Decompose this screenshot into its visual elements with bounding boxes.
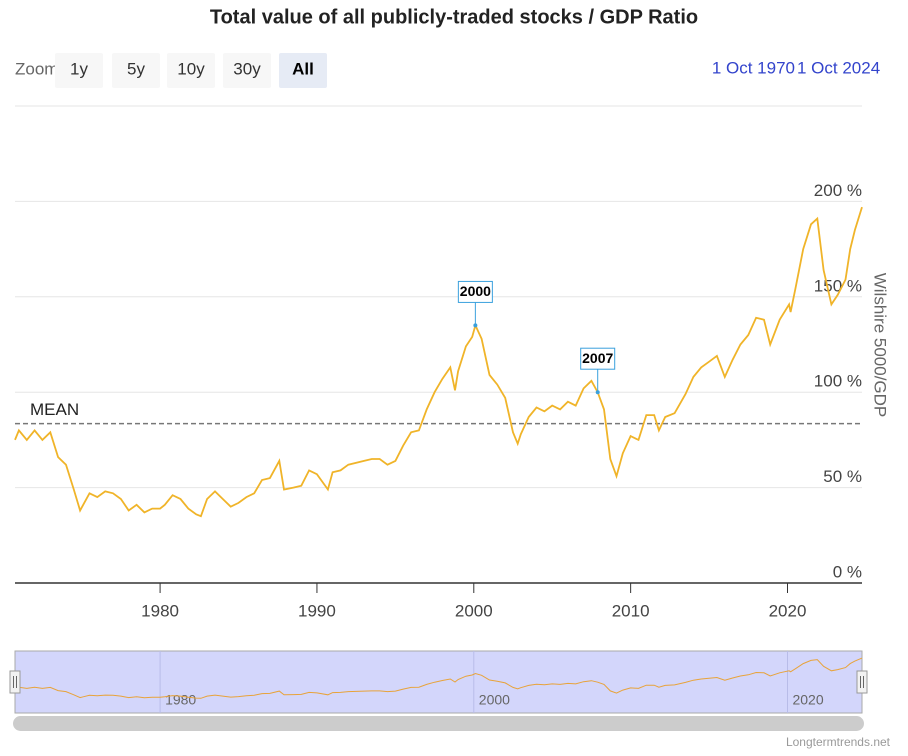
range-button[interactable] (223, 53, 271, 88)
navigator-label: 2020 (792, 692, 823, 708)
range-button-label[interactable]: 5y (127, 59, 145, 78)
navigator-label: 2000 (479, 692, 510, 708)
x-tick-label: 1980 (141, 601, 179, 620)
scrollbar[interactable] (13, 716, 864, 731)
range-button[interactable] (279, 53, 327, 88)
navigator-handle[interactable] (856, 670, 868, 694)
flag-box (457, 280, 493, 303)
navigator (14, 650, 863, 714)
zoom-label: Zoom (15, 59, 58, 78)
mean-label: MEAN (30, 400, 79, 419)
credit[interactable]: Longtermtrends.net (786, 735, 891, 749)
date-to[interactable]: 1 Oct 2024 (797, 58, 880, 77)
y-tick-label: 200 % (814, 181, 862, 200)
navigator-line (14, 657, 863, 699)
x-tick-label: 2000 (455, 601, 493, 620)
navigator-handle[interactable] (9, 670, 21, 694)
flag-point (473, 323, 478, 328)
range-button[interactable] (112, 53, 160, 88)
range-button-label[interactable]: 30y (233, 59, 261, 78)
y-tick-label: 150 % (814, 276, 862, 295)
date-from[interactable]: 1 Oct 1970 (712, 58, 795, 77)
range-button[interactable] (55, 53, 103, 88)
range-button-label[interactable]: All (292, 59, 314, 78)
flag-label: 2007 (582, 350, 613, 366)
flag-point (595, 390, 600, 395)
range-button-label[interactable]: 10y (177, 59, 205, 78)
y-tick-label: 0 % (833, 562, 862, 581)
chart-title: Total value of all publicly-traded stock… (210, 6, 698, 28)
series-line (14, 206, 863, 518)
x-tick-label: 2010 (612, 601, 650, 620)
y-tick-label: 50 % (823, 467, 862, 486)
flag-label: 2000 (460, 283, 491, 299)
y-tick-label: 100 % (814, 372, 862, 391)
y-axis-title: Wilshire 5000/GDP (871, 273, 890, 418)
range-button-label[interactable]: 1y (70, 59, 88, 78)
navigator-label: 1980 (165, 692, 196, 708)
x-tick-label: 1990 (298, 601, 336, 620)
x-tick-label: 2020 (769, 601, 807, 620)
flag-box (580, 347, 616, 370)
range-button[interactable] (167, 53, 215, 88)
